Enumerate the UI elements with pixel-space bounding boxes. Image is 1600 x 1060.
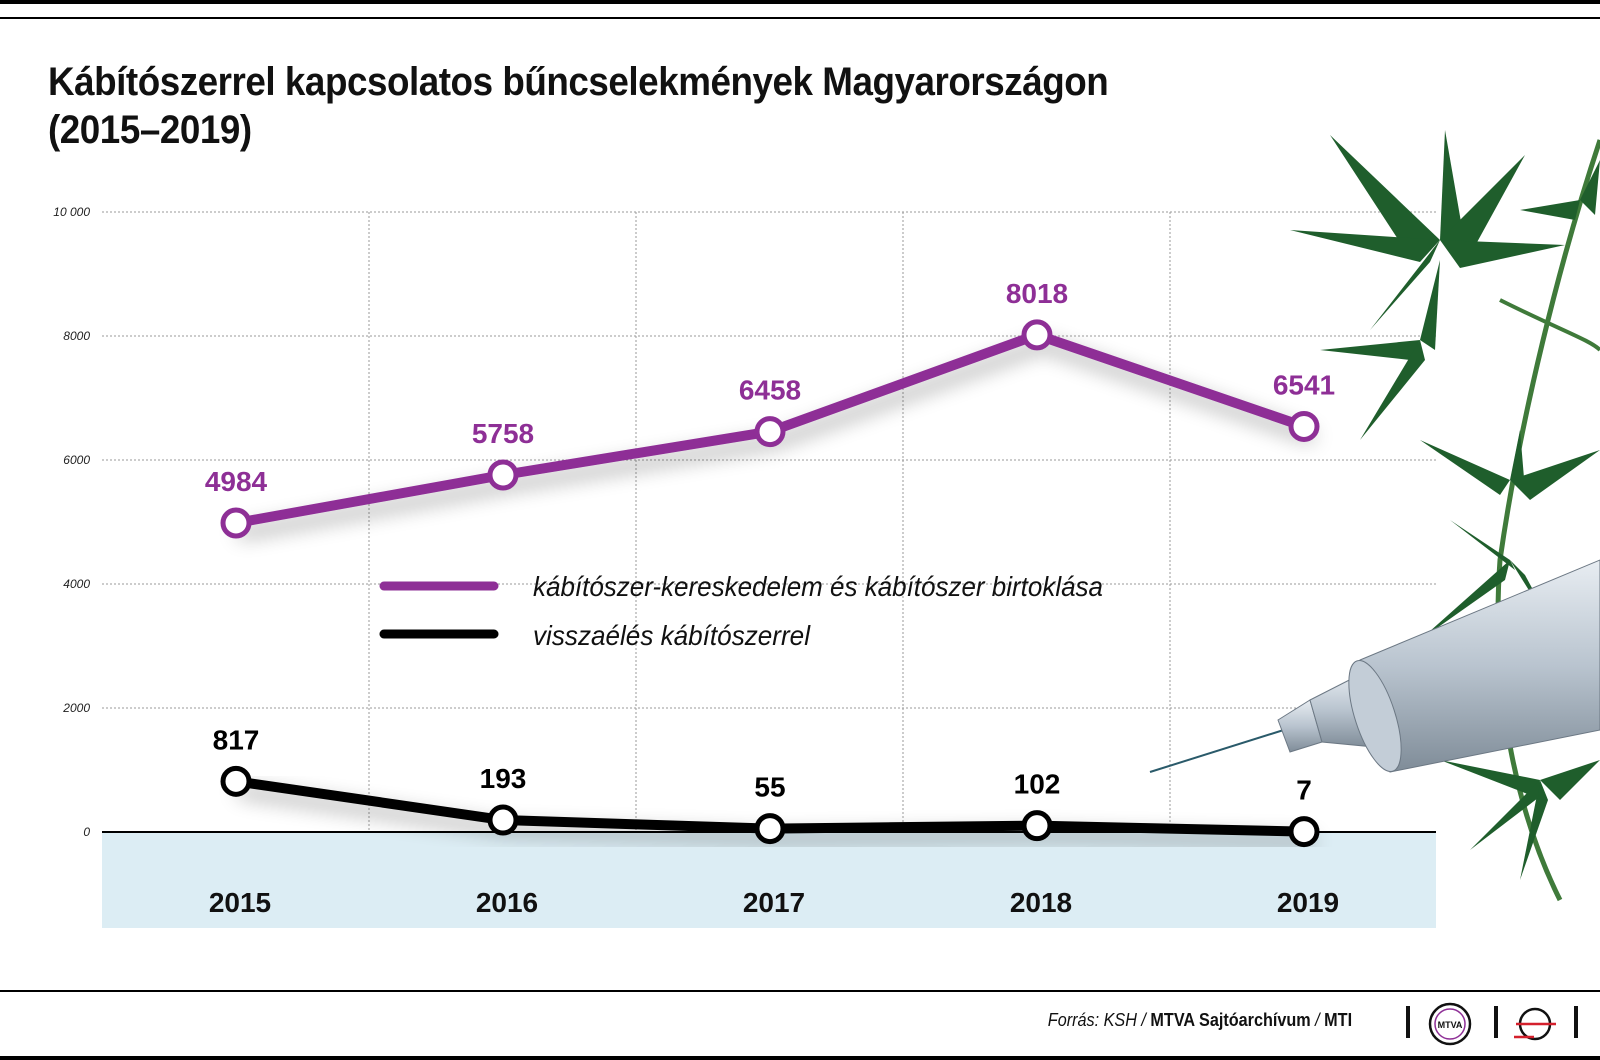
data-label: 193 [480, 763, 527, 794]
data-point [487, 459, 519, 491]
data-label: 5758 [472, 418, 534, 449]
y-tick-label: 4000 [63, 577, 90, 591]
below-zero-band [102, 832, 1436, 928]
footer-divider-2 [1494, 1006, 1498, 1038]
data-label: 55 [754, 772, 785, 803]
data-point [754, 813, 786, 845]
x-tick-label: 2015 [209, 887, 271, 918]
data-label: 6458 [739, 375, 801, 406]
source-prefix: Forrás: KSH / [1047, 1010, 1151, 1030]
source-archive: MTVA Sajtóarchívum [1150, 1010, 1311, 1030]
footer-divider-3 [1574, 1006, 1578, 1038]
data-point [487, 804, 519, 836]
svg-text:MTVA: MTVA [1438, 1020, 1463, 1030]
x-tick-label: 2016 [476, 887, 538, 918]
y-tick-label: 10 000 [53, 205, 90, 219]
mtva-logo: MTVA [1428, 1002, 1472, 1046]
cannabis-leaf-illustration [1290, 130, 1600, 902]
x-tick-label: 2017 [743, 887, 805, 918]
mti-logo [1514, 1007, 1556, 1041]
y-tick-label: 0 [83, 825, 90, 839]
x-tick-label: 2018 [1010, 887, 1072, 918]
x-tick-label: 2019 [1277, 887, 1339, 918]
chart-title: Kábítószerrel kapcsolatos bűncselekménye… [48, 60, 1109, 152]
horizontal-grid: 10 000 8000 6000 4000 2000 0 [53, 205, 1436, 839]
data-label: 4984 [205, 466, 268, 497]
series-layer: 4984 5758 6458 8018 6541 817 193 55 102 7 [205, 278, 1335, 848]
data-point [1288, 816, 1320, 848]
footer-divider-1 [1406, 1006, 1410, 1038]
y-tick-label: 6000 [63, 453, 90, 467]
data-point [220, 765, 252, 797]
source-agency: MTI [1324, 1010, 1352, 1030]
data-point [1288, 410, 1320, 442]
bottom-rule-thick [0, 1056, 1600, 1060]
line-chart: 10 000 8000 6000 4000 2000 0 kábítószer-keres… [53, 130, 1600, 928]
top-rule-thin [0, 17, 1600, 19]
y-tick-label: 2000 [62, 701, 90, 715]
data-label: 7 [1296, 775, 1312, 806]
source-separator: / [1310, 1010, 1325, 1030]
x-axis-labels: 2015 2016 2017 2018 2019 [209, 887, 1339, 918]
legend-label-black: visszaélés kábítószerrel [533, 620, 811, 651]
data-label: 6541 [1273, 369, 1335, 400]
data-point [754, 416, 786, 448]
data-point [1021, 810, 1053, 842]
top-rule-thick [0, 0, 1600, 4]
data-label: 102 [1014, 769, 1061, 800]
source-credit: Forrás: KSH / MTVA Sajtóarchívum / MTI [1048, 1010, 1352, 1031]
vertical-grid [368, 212, 1171, 832]
data-point [1021, 319, 1053, 351]
bottom-rule-thin [0, 990, 1600, 992]
legend: kábítószer-kereskedelem és kábítószer bi… [379, 571, 1103, 651]
syringe-illustration [1149, 559, 1600, 773]
legend-label-purple: kábítószer-kereskedelem és kábítószer bi… [533, 571, 1103, 602]
data-point [220, 507, 252, 539]
y-tick-label: 8000 [63, 329, 90, 343]
data-label: 817 [213, 724, 260, 755]
data-label: 8018 [1006, 278, 1068, 309]
